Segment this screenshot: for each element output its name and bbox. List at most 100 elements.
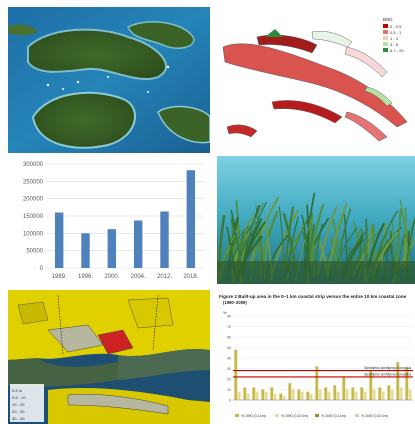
bar-ytick-label: 100000 bbox=[23, 231, 44, 237]
builtup-legend-label: % 2000 (0-10 km) bbox=[361, 414, 388, 418]
zoning-legend-1: 0-5 - 10 bbox=[12, 395, 27, 400]
builtup-bar-series1 bbox=[360, 387, 364, 400]
builtup-bar-series1 bbox=[243, 387, 247, 400]
legend-swatch-3 bbox=[383, 42, 388, 46]
builtup-ytick-label: 40 bbox=[227, 357, 231, 361]
map-legend-title: BND bbox=[383, 17, 393, 22]
legend-label-1: 0.5 - 1 bbox=[390, 30, 402, 35]
builtup-bar-series2 bbox=[246, 393, 250, 400]
builtup-bar-series1 bbox=[261, 389, 265, 400]
builtup-bar-series2 bbox=[291, 389, 295, 400]
bar-xtick-label: 1996. bbox=[78, 274, 93, 280]
zoning-legend-0: 0-5 m bbox=[12, 388, 23, 393]
builtup-bar-series2 bbox=[273, 393, 277, 400]
builtup-legend-swatch bbox=[315, 414, 319, 417]
builtup-bar-series2 bbox=[264, 391, 268, 400]
builtup-bar-series2 bbox=[300, 391, 304, 400]
builtup-ytick-label: 50 bbox=[227, 346, 231, 350]
builtup-bar-series2 bbox=[408, 389, 412, 400]
builtup-bar-series2 bbox=[354, 391, 358, 400]
coastal-density-map: BND 0 - 0.5 0.5 - 1 1 - 3 3 - 6 6.7 - 20 bbox=[217, 7, 415, 153]
builtup-ylabel: % bbox=[223, 310, 227, 315]
bar-ytick-label: 200000 bbox=[23, 197, 44, 203]
builtup-chart-svg: Figure 2 Built-up area in the 0–1 km coa… bbox=[219, 294, 413, 418]
builtup-bar-series2 bbox=[327, 391, 331, 400]
bar bbox=[81, 233, 90, 268]
builtup-ytick-label: 60 bbox=[227, 336, 231, 340]
builtup-bar-series1 bbox=[297, 389, 301, 400]
bar-chart: 0 50000 100000 150000 200000 250000 300000 1989… bbox=[8, 156, 210, 284]
builtup-bar-series2 bbox=[363, 391, 367, 400]
seagrass-photo bbox=[217, 156, 415, 284]
legend-swatch-4 bbox=[383, 48, 388, 52]
legend-label-3: 3 - 6 bbox=[390, 42, 399, 47]
legend-swatch-1 bbox=[383, 30, 388, 34]
bar-ytick-label: 50000 bbox=[26, 249, 43, 255]
legend-swatch-0 bbox=[383, 24, 388, 28]
builtup-ytick-label: 20 bbox=[227, 378, 231, 382]
builtup-bar-series1 bbox=[324, 387, 328, 400]
legend-label-0: 0 - 0.5 bbox=[390, 24, 402, 29]
legend-label-4: 6.7 - 20 bbox=[390, 48, 404, 53]
bar bbox=[54, 212, 64, 268]
builtup-bar-series1 bbox=[333, 385, 337, 400]
zoning-map: 0-5 m 0-5 - 10 10 - 20 20 - 30 30 - 40 bbox=[8, 290, 210, 424]
builtup-bar-series1 bbox=[387, 385, 391, 400]
islands-aerial-photo bbox=[8, 7, 210, 153]
builtup-bar-series1 bbox=[234, 349, 238, 400]
builtup-area-figure: Figure 2 Built-up area in the 0–1 km coa… bbox=[217, 290, 415, 424]
zoning-legend-4: 30 - 40 bbox=[12, 416, 25, 421]
bar-chart-svg: 0 50000 100000 150000 200000 250000 300000 1989… bbox=[23, 162, 204, 280]
builtup-bar-series1 bbox=[279, 393, 283, 400]
legend-label-2: 1 - 3 bbox=[390, 36, 399, 41]
bar-xtick-label: 2004. bbox=[131, 274, 146, 280]
builtup-bar-series1 bbox=[306, 391, 310, 400]
builtup-legend-label: % 1990 (0-10 km) bbox=[281, 414, 308, 418]
builtup-bar-series1 bbox=[351, 387, 355, 400]
builtup-reference-label: Sjedinjeno izmišljena Europska bbox=[364, 372, 411, 376]
bar-ytick-label: 150000 bbox=[23, 214, 44, 220]
builtup-ytick-label: 10 bbox=[227, 388, 231, 392]
builtup-ytick-label: 30 bbox=[227, 367, 231, 371]
legend-swatch-2 bbox=[383, 36, 388, 40]
builtup-title: Figure 2 Built-up area in the 0–1 km coa… bbox=[219, 294, 407, 299]
bar bbox=[133, 220, 143, 268]
builtup-bar-series1 bbox=[378, 387, 382, 400]
density-map-shapes: BND 0 - 0.5 0.5 - 1 1 - 3 3 - 6 6.7 - 20 bbox=[222, 17, 408, 142]
builtup-bar-series2 bbox=[390, 389, 394, 400]
builtup-legend-swatch bbox=[275, 414, 279, 417]
islands-aerial-illustration bbox=[8, 7, 210, 153]
bar-xtick-label: 2018. bbox=[183, 274, 198, 280]
builtup-bar-series2 bbox=[372, 389, 376, 400]
builtup-bar-series1 bbox=[315, 366, 319, 400]
builtup-reference-label: Sjedinjeno izmišljena Europska bbox=[364, 366, 411, 370]
builtup-bar-series2 bbox=[282, 395, 286, 400]
builtup-bar-series1 bbox=[342, 376, 346, 400]
bar bbox=[186, 170, 196, 268]
builtup-legend-swatch bbox=[235, 414, 239, 417]
builtup-bar-series1 bbox=[288, 383, 292, 400]
builtup-bar-series2 bbox=[255, 391, 259, 400]
seagrass-blade bbox=[399, 199, 411, 269]
seagrass-blade bbox=[249, 197, 279, 268]
builtup-bar-series2 bbox=[345, 389, 349, 400]
builtup-bar-series2 bbox=[318, 389, 322, 400]
builtup-subtitle: (1990–2009) bbox=[223, 300, 247, 305]
zoning-legend-3: 20 - 30 bbox=[12, 409, 25, 414]
builtup-legend-swatch bbox=[355, 414, 359, 417]
builtup-bar-series2 bbox=[336, 391, 340, 400]
builtup-ytick-label: 70 bbox=[227, 325, 231, 329]
builtup-legend-label: % 2000 (0-1 km) bbox=[321, 414, 346, 418]
builtup-bar-series1 bbox=[396, 362, 400, 400]
builtup-bar-series2 bbox=[399, 387, 403, 400]
bar bbox=[160, 211, 169, 268]
builtup-bar-series2 bbox=[309, 393, 313, 400]
bar-xtick-label: 2012. bbox=[157, 274, 172, 280]
builtup-bar-series1 bbox=[369, 370, 373, 400]
builtup-bar-series2 bbox=[381, 391, 385, 400]
builtup-bar-series1 bbox=[405, 368, 409, 400]
zoning-legend-2: 10 - 20 bbox=[12, 402, 25, 407]
bar-ytick-label: 0 bbox=[40, 266, 44, 272]
zoning-legend: 0-5 m 0-5 - 10 10 - 20 20 - 30 30 - 40 bbox=[12, 388, 27, 421]
builtup-bar-series1 bbox=[252, 387, 256, 400]
